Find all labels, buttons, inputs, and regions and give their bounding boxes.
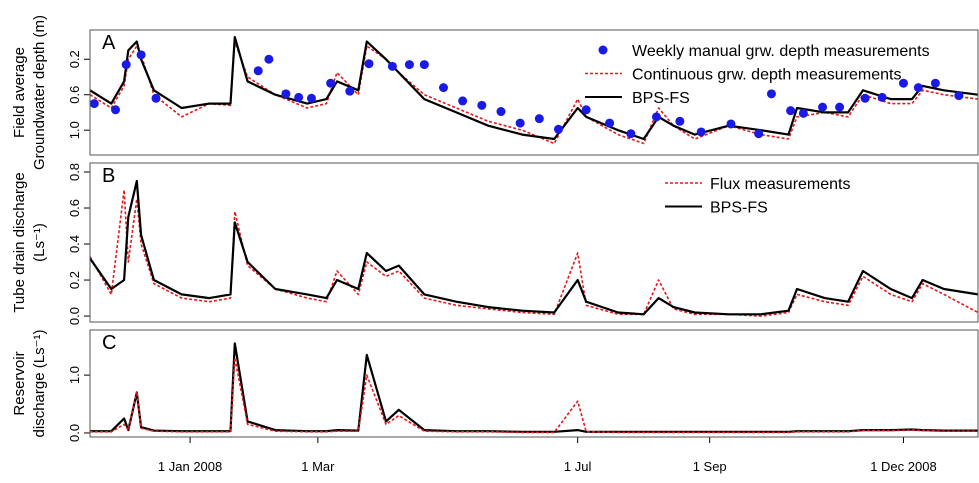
plot-area [90,36,978,145]
data-point [496,107,506,117]
plot-area [90,342,978,434]
data-point [534,114,544,124]
data-point [281,89,291,99]
panel-label: C [102,332,116,354]
data-point [675,116,685,126]
y-tick-label: 0.2 [67,271,82,289]
panel-label: B [102,165,115,187]
data-point [626,129,636,139]
legend-label: BPS-FS [710,200,768,217]
series-line [90,357,978,434]
y-tick-label: 1.0 [67,366,82,384]
data-point [818,102,828,112]
data-point [786,106,796,116]
data-point [326,78,336,88]
series-line [90,189,978,317]
y-axis-title: Tube drain discharge [11,172,28,312]
data-point [605,118,615,128]
y-axis-title: discharge (Ls⁻¹) [31,330,48,438]
data-point [253,66,263,76]
data-point [913,83,923,93]
plot-frame [89,162,979,323]
data-point [151,93,161,103]
y-tick-label: 0.2 [67,50,82,68]
data-point [136,50,146,60]
data-point [696,127,706,137]
plot-frame [89,329,979,438]
data-point [726,119,736,129]
data-point [553,124,563,134]
data-point [387,61,397,71]
legend-label: BPS-FS [632,90,690,107]
y-axis-title: Field average [11,47,28,138]
data-point [754,129,764,139]
plot-area [90,179,978,317]
y-tick-label: 0.0 [67,424,82,442]
data-point [651,112,661,122]
data-point [306,93,316,103]
x-tick-label: 1 Jan 2008 [158,459,222,474]
legend-label: Continuous grw. depth measurements [632,67,901,84]
data-point [898,78,908,88]
plot-frame [89,29,979,156]
series-line [90,179,978,316]
panel-label: A [102,32,116,54]
y-tick-label: 0.4 [67,235,82,253]
x-tick-label: 1 Jul [564,459,592,474]
data-point [766,89,776,99]
x-tick-label: 1 Sep [693,459,727,474]
data-point [90,99,99,109]
data-point [798,108,808,118]
data-point [438,83,448,93]
data-point [121,60,131,70]
data-point [458,96,468,106]
data-point [581,105,591,115]
data-point [877,92,887,102]
y-tick-label: 0.0 [67,307,82,325]
data-point [264,54,274,64]
data-point [419,60,429,70]
data-point [345,86,355,96]
series-line [90,342,978,433]
y-tick-label: 0.6 [67,199,82,217]
data-point [404,60,414,70]
x-tick-label: 1 Mar [301,459,335,474]
series-line [90,36,978,141]
legend-label: Flux measurements [710,176,851,193]
data-point [954,91,964,101]
data-point [930,78,940,88]
data-point [111,105,121,115]
legend-marker [598,45,608,55]
data-point [860,93,870,103]
legend-label: Weekly manual grw. depth measurements [632,43,930,60]
data-point [364,59,374,69]
data-point [835,102,845,112]
y-tick-label: 0.6 [67,86,82,104]
y-tick-label: 0.8 [67,163,82,181]
x-tick-label: 1 Dec 2008 [870,459,937,474]
y-axis-title: (Ls⁻¹) [31,223,48,262]
y-tick-label: 1.0 [67,121,82,139]
data-point [477,100,487,110]
series-line [90,40,978,145]
data-point [515,118,525,128]
y-axis-title: Groundwater depth (m) [31,15,48,170]
data-point [294,92,304,102]
y-axis-title: Reservoir [11,351,28,415]
